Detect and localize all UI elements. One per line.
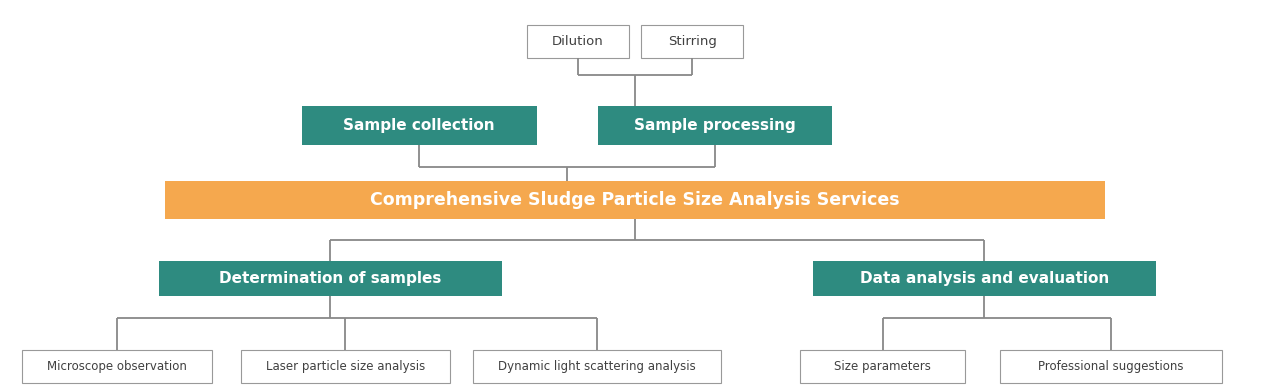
Text: Laser particle size analysis: Laser particle size analysis [265, 360, 425, 373]
Text: Sample collection: Sample collection [343, 118, 495, 133]
Text: Sample processing: Sample processing [634, 118, 796, 133]
Text: Determination of samples: Determination of samples [218, 271, 442, 286]
FancyBboxPatch shape [641, 25, 743, 58]
FancyBboxPatch shape [597, 106, 833, 145]
FancyBboxPatch shape [22, 350, 212, 383]
FancyBboxPatch shape [800, 350, 965, 383]
FancyBboxPatch shape [1001, 350, 1222, 383]
FancyBboxPatch shape [241, 350, 451, 383]
FancyBboxPatch shape [302, 106, 536, 145]
Text: Professional suggestions: Professional suggestions [1039, 360, 1184, 373]
Text: Data analysis and evaluation: Data analysis and evaluation [860, 271, 1109, 286]
Text: Microscope observation: Microscope observation [47, 360, 187, 373]
FancyBboxPatch shape [813, 261, 1156, 296]
FancyBboxPatch shape [472, 350, 720, 383]
FancyBboxPatch shape [527, 25, 629, 58]
Text: Dilution: Dilution [552, 34, 603, 48]
Text: Comprehensive Sludge Particle Size Analysis Services: Comprehensive Sludge Particle Size Analy… [370, 191, 900, 209]
Text: Size parameters: Size parameters [834, 360, 931, 373]
FancyBboxPatch shape [159, 261, 502, 296]
FancyBboxPatch shape [165, 181, 1105, 219]
Text: Stirring: Stirring [668, 34, 716, 48]
Text: Dynamic light scattering analysis: Dynamic light scattering analysis [498, 360, 696, 373]
